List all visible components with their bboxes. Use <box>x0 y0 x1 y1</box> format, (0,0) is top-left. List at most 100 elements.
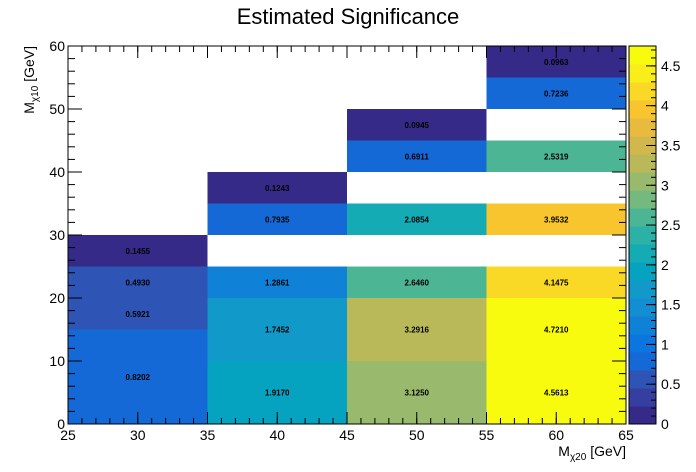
y-tick-label: 30 <box>49 227 65 243</box>
cell-value-label: 0.6911 <box>405 152 430 161</box>
cell-value-label: 3.2916 <box>405 326 430 335</box>
cell-value-label: 4.1475 <box>544 278 569 287</box>
colorbar-swatch <box>629 118 656 137</box>
colorbar <box>629 46 656 425</box>
y-tick-label: 60 <box>49 38 65 54</box>
cell-value-label: 1.7452 <box>265 326 290 335</box>
x-axis-label-unit: [GeV] <box>586 443 626 459</box>
heatmap-cell <box>207 266 347 298</box>
colorbar-swatch <box>629 262 656 281</box>
colorbar-tick-label: 3 <box>661 177 669 193</box>
cell-value-label: 4.7210 <box>544 326 569 335</box>
heatmap-cell <box>347 140 487 172</box>
y-axis-label-unit: [GeV] <box>21 46 37 86</box>
y-tick-label: 40 <box>49 164 65 180</box>
cell-value-label: 2.6460 <box>405 278 430 287</box>
heatmap-cell <box>486 298 626 361</box>
heatmap-cell <box>68 298 208 330</box>
cell-value-label: 1.2861 <box>265 278 290 287</box>
colorbar-frame <box>628 45 657 425</box>
x-tick-label: 60 <box>548 427 564 443</box>
colorbar-swatch <box>629 298 656 317</box>
colorbar-swatch <box>629 352 656 371</box>
cell-value-label: 0.1243 <box>265 184 290 193</box>
x-tick-label: 30 <box>130 427 146 443</box>
colorbar-swatch <box>629 406 656 425</box>
y-axis-label: Mχ10 [GeV] <box>21 46 41 114</box>
colorbar-tick-label: 0 <box>661 416 669 432</box>
colorbar-swatch <box>629 244 656 263</box>
colorbar-tick-label: 4 <box>661 98 669 114</box>
heatmap-cell <box>347 298 487 361</box>
cell-value-label: 0.8202 <box>126 373 151 382</box>
x-tick-label: 35 <box>200 427 216 443</box>
colorbar-swatch <box>629 334 656 353</box>
heatmap-cell <box>486 203 626 235</box>
x-axis: 25 30 35 40 45 50 55 60 65 <box>60 46 634 443</box>
y-axis-label-sub: χ10 <box>30 85 41 102</box>
x-axis-label-main: M <box>558 443 570 459</box>
x-tick-label: 55 <box>479 427 495 443</box>
y-axis: 0 10 20 30 40 50 60 <box>49 38 626 432</box>
cell-value-label: 0.1455 <box>126 247 151 256</box>
colorbar-swatch <box>629 154 656 173</box>
x-axis-label-sub: χ20 <box>570 452 587 463</box>
colorbar-swatch <box>629 226 656 245</box>
cell-value-label: 0.4930 <box>126 278 151 287</box>
colorbar-swatch <box>629 136 656 155</box>
x-tick-label: 45 <box>339 427 355 443</box>
x-tick-label: 25 <box>60 427 76 443</box>
colorbar-tick-label: 3.5 <box>661 137 681 153</box>
heatmap-cell <box>207 172 347 204</box>
heatmap-cell <box>347 266 487 298</box>
y-tick-label: 50 <box>49 101 65 117</box>
colorbar-swatch <box>629 388 656 407</box>
colorbar-swatch <box>629 64 656 83</box>
colorbar-tick-label: 2 <box>661 257 669 273</box>
cell-value-label: 3.9532 <box>544 215 569 224</box>
cell-value-label: 0.0963 <box>544 58 569 67</box>
cell-value-label: 0.0945 <box>405 121 430 130</box>
colorbar-tick-label: 1.5 <box>661 297 681 313</box>
x-tick-label: 50 <box>409 427 425 443</box>
y-tick-label: 0 <box>57 416 65 432</box>
colorbar-tick-label: 0.5 <box>661 376 681 392</box>
colorbar-tick-label: 2.5 <box>661 217 681 233</box>
cell-value-label: 0.5921 <box>126 310 151 319</box>
heatmap-cell <box>207 298 347 361</box>
colorbar-swatch <box>629 208 656 227</box>
x-tick-label: 65 <box>618 427 634 443</box>
colorbar-swatch <box>629 190 656 209</box>
y-axis-label-main: M <box>21 102 37 114</box>
x-axis-label: Mχ20 [GeV] <box>558 443 626 463</box>
colorbar-swatch <box>629 172 656 191</box>
cell-value-labels: 0.8202 0.5921 0.4930 0.1455 1.9170 1.7452 1.28… <box>126 58 570 398</box>
x-tick-label: 40 <box>269 427 285 443</box>
heatmap-cell <box>68 235 208 267</box>
cell-value-label: 3.1250 <box>405 389 430 398</box>
y-tick-label: 10 <box>49 353 65 369</box>
heatmap-cell <box>347 109 487 141</box>
y-tick-label: 20 <box>49 290 65 306</box>
chart-title: Estimated Significance <box>237 4 460 29</box>
heatmap-cell <box>207 203 347 235</box>
colorbar-swatch <box>629 100 656 119</box>
colorbar-swatch <box>629 82 656 101</box>
cell-value-label: 2.0854 <box>405 215 430 224</box>
colorbar-swatch <box>629 46 656 65</box>
colorbar-swatch <box>629 316 656 335</box>
heatmap-cells <box>68 46 626 424</box>
cell-value-label: 4.5613 <box>544 389 569 398</box>
colorbar-swatch <box>629 370 656 389</box>
cell-value-label: 0.7935 <box>265 215 290 224</box>
colorbar-axis: 0 0.5 1 1.5 2 2.5 3 3.5 4 4.5 <box>646 49 681 432</box>
cell-value-label: 2.5319 <box>544 152 569 161</box>
heatmap-cell <box>486 140 626 172</box>
heatmap-cell <box>68 329 208 424</box>
colorbar-swatch <box>629 280 656 299</box>
cell-value-label: 1.9170 <box>265 389 290 398</box>
colorbar-tick-label: 4.5 <box>661 58 681 74</box>
heatmap-cell <box>68 266 208 298</box>
colorbar-tick-label: 1 <box>661 336 669 352</box>
